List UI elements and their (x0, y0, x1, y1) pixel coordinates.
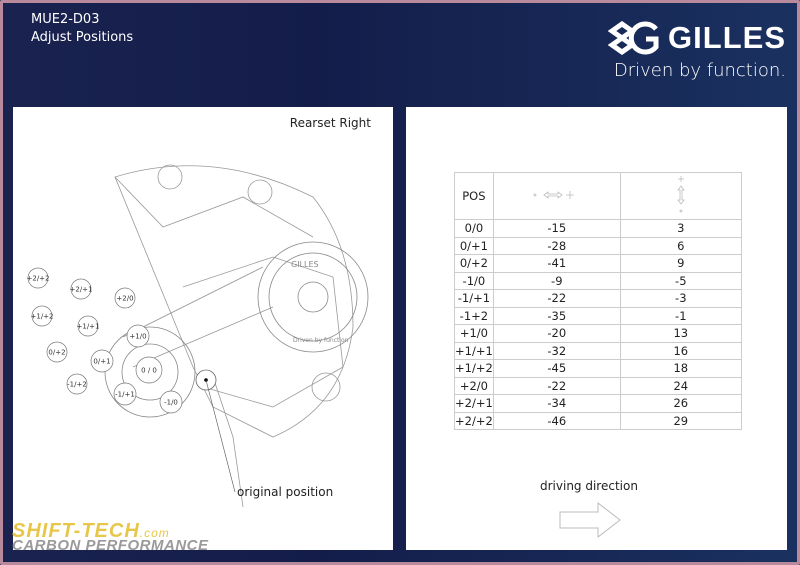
cell-pos: 0/0 (454, 219, 494, 238)
position-label: +1/0 (129, 333, 146, 341)
document-subtitle: Adjust Positions (31, 30, 134, 45)
position-marker (90, 349, 114, 373)
original-position-label: original position (237, 485, 334, 499)
cell-h: -15 (492, 219, 621, 238)
table-row: +2/+1 -34 26 (454, 394, 742, 413)
cell-v: 13 (619, 324, 742, 343)
cell-pos: +1/0 (454, 324, 494, 343)
cell-v: 3 (619, 219, 742, 238)
cell-pos: +2/+2 (454, 411, 494, 430)
cell-v: -1 (619, 306, 742, 325)
driving-direction-label: driving direction (540, 479, 638, 493)
position-label: +2/0 (116, 295, 133, 303)
position-marker (113, 382, 137, 406)
cell-pos: +2/+1 (454, 394, 494, 413)
cell-h: -32 (492, 341, 621, 360)
position-label: 0/+2 (48, 349, 65, 357)
table-row: +1/+2 -45 18 (454, 359, 742, 378)
position-label: 0/+1 (93, 358, 110, 366)
cell-h: -45 (492, 359, 621, 378)
position-marker (77, 315, 99, 337)
gilles-logo: GILLES Driven by function. (608, 20, 786, 81)
brand-tagline: Driven by function. (613, 60, 786, 81)
table-row: -1/0 -9 -5 (454, 271, 742, 290)
position-table-panel: POS 0/0 -15 3 0/+1 -28 6 0/+2 -41 9 -1/0 -9 -5 -1/+1… (406, 107, 787, 550)
position-label: +2/+2 (27, 275, 50, 283)
position-label: +2/+1 (70, 286, 93, 294)
position-marker (31, 305, 53, 327)
horizontal-adjust-icon (492, 172, 621, 220)
cell-h: -22 (492, 289, 621, 308)
position-label: -1/+2 (67, 381, 87, 389)
shift-tech-watermark: SHIFT-TECH.com CARBON PERFORMANCE (12, 520, 209, 554)
driving-direction-arrow-icon (559, 501, 621, 539)
cell-pos: -1/0 (454, 271, 494, 290)
table-row: +1/0 -20 13 (454, 324, 742, 343)
cell-pos: +1/+1 (454, 341, 494, 360)
cell-v: 29 (619, 411, 742, 430)
position-marker (114, 287, 136, 309)
position-label: -1/0 (164, 399, 178, 407)
document-code: MUE2-D03 (31, 12, 100, 27)
rearset-drawing: GILLES Driven by function +2/+2 +2/+1 +2/0… (27, 164, 369, 508)
document-header: MUE2-D03 Adjust Positions (31, 11, 133, 47)
position-marker (66, 373, 88, 395)
position-label: 0 / 0 (141, 367, 157, 375)
vertical-adjust-icon (619, 172, 742, 220)
cell-pos: -1+2 (454, 306, 494, 325)
cell-v: 16 (619, 341, 742, 360)
table-row: +1/+1 -32 16 (454, 341, 742, 360)
position-label: +1/+2 (31, 313, 54, 321)
cell-pos: +2/0 (454, 376, 494, 395)
disc-brand-text: GILLES (291, 260, 319, 269)
cell-pos: 0/+2 (454, 254, 494, 273)
cell-pos: -1/+1 (454, 289, 494, 308)
cell-h: -41 (492, 254, 621, 273)
cell-v: 24 (619, 376, 742, 395)
table-row: +2/+2 -46 29 (454, 411, 742, 430)
position-label: +1/+1 (77, 323, 100, 331)
table-row: +2/0 -22 24 (454, 376, 742, 395)
adjuster-disc (257, 241, 369, 353)
panel-title: Rearset Right (289, 116, 371, 130)
position-offset-table: POS 0/0 -15 3 0/+1 -28 6 0/+2 -41 9 -1/0 -9 -5 -1/+1… (454, 172, 742, 430)
cell-h: -46 (492, 411, 621, 430)
cell-h: -20 (492, 324, 621, 343)
gilles-emblem-icon (608, 21, 659, 55)
position-marker (126, 324, 150, 348)
table-row: 0/+2 -41 9 (454, 254, 742, 273)
cell-v: 6 (619, 236, 742, 255)
cell-pos: 0/+1 (454, 236, 494, 255)
rearset-diagram-panel: Rearset Right GILLES Driven by function … (13, 107, 393, 550)
cell-pos: +1/+2 (454, 359, 494, 378)
position-marker (135, 356, 163, 384)
position-marker (46, 341, 68, 363)
table-row: 0/0 -15 3 (454, 219, 742, 238)
cell-h: -22 (492, 376, 621, 395)
cell-v: 26 (619, 394, 742, 413)
position-marker (159, 390, 183, 414)
cell-h: -34 (492, 394, 621, 413)
table-row: 0/+1 -28 6 (454, 236, 742, 255)
position-marker (70, 278, 92, 300)
cell-v: -5 (619, 271, 742, 290)
cell-h: -35 (492, 306, 621, 325)
position-marker (27, 267, 49, 289)
disc-motto-text: Driven by function (293, 337, 349, 344)
table-row: -1/+1 -22 -3 (454, 289, 742, 308)
cell-v: -3 (619, 289, 742, 308)
cell-h: -28 (492, 236, 621, 255)
cell-v: 18 (619, 359, 742, 378)
cell-h: -9 (492, 271, 621, 290)
table-row: -1+2 -35 -1 (454, 306, 742, 325)
position-label: -1/+1 (115, 391, 135, 399)
brand-name: GILLES (668, 20, 786, 55)
cell-v: 9 (619, 254, 742, 273)
header-pos: POS (454, 172, 494, 220)
